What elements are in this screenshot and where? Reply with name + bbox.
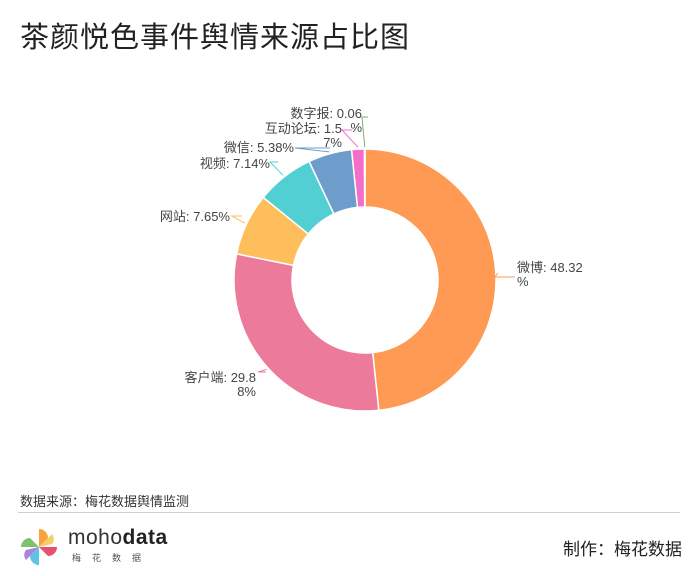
slice-客户端[interactable]	[233, 252, 380, 412]
leader-lines	[230, 116, 515, 373]
slice-label-视频: 视频: 7.14%	[200, 156, 271, 171]
chart-title: 茶颜悦色事件舆情来源占比图	[20, 22, 411, 54]
slice-label-微信: 微信: 5.38%	[224, 140, 295, 155]
slice-label-微博: 微博: 48.32%	[517, 260, 583, 289]
maker-credit: 制作：梅花数据	[563, 540, 682, 559]
slices	[233, 148, 497, 412]
slice-label-互动论坛: 互动论坛: 1.5 7%	[265, 121, 343, 150]
brand-name: mohodata	[68, 526, 168, 549]
slice-label-客户端: 客户端: 29.8 8%	[184, 370, 256, 399]
leader-line-微信	[294, 147, 330, 153]
slice-label-数字报: 数字报: 0.06%	[290, 106, 362, 135]
leader-line-网站	[230, 215, 245, 224]
footer-divider	[18, 512, 680, 513]
leader-line-视频	[268, 161, 284, 176]
donut-chart: 微博: 48.32 % 客户端: 29.8 8% 网站: 7.65% 视频: 7.14%微…	[160, 106, 583, 412]
brand-subtitle: 梅花数据	[72, 553, 153, 563]
leader-line-客户端	[257, 368, 267, 373]
slice-微博[interactable]	[364, 148, 497, 412]
slice-label-网站: 网站: 7.65%	[160, 209, 231, 224]
data-source-note: 数据来源：梅花数据舆情监测	[20, 494, 190, 509]
moho-pinwheel-logo-icon	[21, 529, 57, 565]
leader-line-数字报	[361, 116, 368, 148]
leader-line-互动论坛	[340, 129, 359, 148]
slice-labels: 微博: 48.32 % 客户端: 29.8 8% 网站: 7.65% 视频: 7.14%微…	[160, 106, 583, 399]
leader-line-微博	[494, 272, 515, 278]
